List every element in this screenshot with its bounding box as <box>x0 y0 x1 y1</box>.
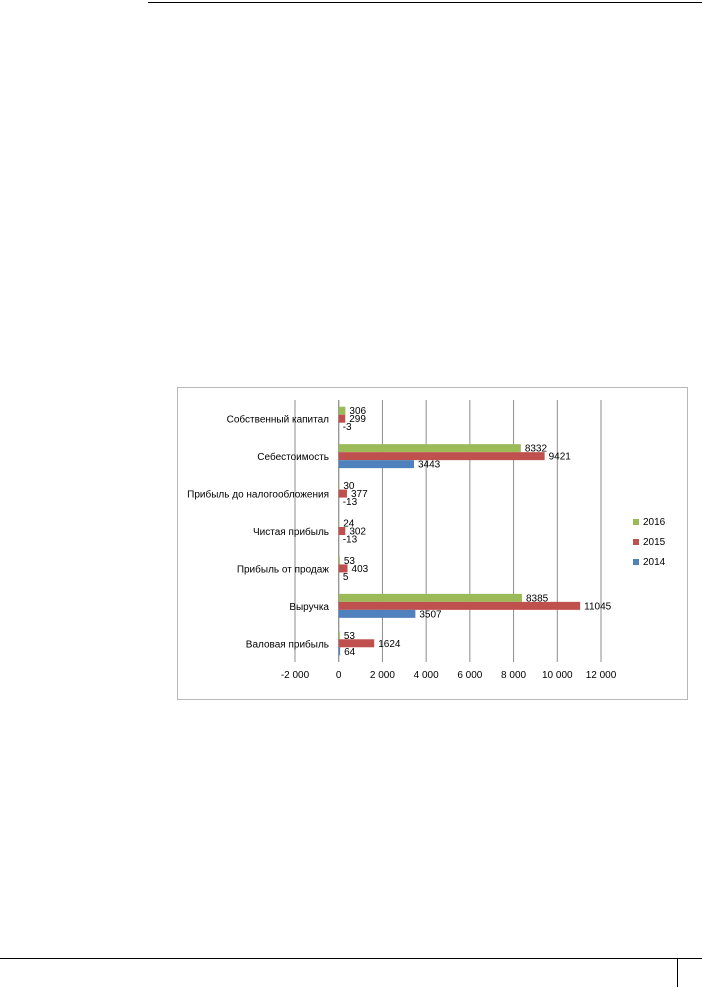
x-tick-label: 12 000 <box>586 670 617 681</box>
bar-2015 <box>338 414 346 423</box>
data-label: 302 <box>349 527 366 538</box>
bar-2015 <box>338 452 545 461</box>
category-labels: Собственный капитал Себестоимость Прибыль … <box>187 414 329 651</box>
data-label: 5 <box>343 572 349 583</box>
bar-2014 <box>338 647 341 656</box>
bar-2015 <box>338 489 347 498</box>
bar-chart: Собственный капитал Себестоимость Прибыль … <box>187 400 666 681</box>
data-label: 377 <box>351 489 368 500</box>
legend: 2016 2015 2014 <box>633 517 666 568</box>
bar-2016 <box>338 631 340 640</box>
bars <box>338 406 581 656</box>
bar-2016 <box>338 519 340 527</box>
x-tick-label: 6 000 <box>457 670 482 681</box>
data-labels: 306299-383329421344330377-1324302-135340… <box>343 406 612 658</box>
header-rule <box>148 2 702 3</box>
data-label: 53 <box>344 556 356 567</box>
chart-frame: Собственный капитал Себестоимость Прибыль … <box>177 387 688 700</box>
legend-swatch <box>633 559 639 565</box>
data-label: 64 <box>344 647 356 658</box>
data-label: 1624 <box>378 639 401 650</box>
legend-label: 2014 <box>643 557 666 568</box>
bar-2016 <box>338 556 340 565</box>
category-label: Валовая прибыль <box>246 638 329 650</box>
data-label: 8332 <box>525 444 548 455</box>
legend-label: 2015 <box>643 537 666 548</box>
data-label: 306 <box>349 406 366 417</box>
data-label: 11045 <box>584 601 612 612</box>
data-label: 53 <box>344 631 356 642</box>
bar-2016 <box>338 406 346 415</box>
category-label: Себестоимость <box>257 451 329 463</box>
page-number-box <box>677 958 702 987</box>
data-label: 299 <box>349 414 366 425</box>
data-label: 403 <box>352 564 369 575</box>
bar-2015 <box>338 639 375 648</box>
bar-2016 <box>338 444 521 453</box>
legend-swatch <box>633 539 639 545</box>
data-label: 3443 <box>418 460 441 471</box>
bar-2015 <box>338 601 581 610</box>
category-label: Прибыль от продаж <box>237 563 329 575</box>
data-label: 3507 <box>419 609 442 620</box>
data-label: 24 <box>343 519 355 530</box>
x-tick-label: 8 000 <box>501 670 526 681</box>
legend-label: 2016 <box>643 517 666 528</box>
x-tick-label: 2 000 <box>370 670 395 681</box>
category-label: Прибыль до налогообложения <box>187 489 329 501</box>
x-tick-label: 10 000 <box>542 670 573 681</box>
data-label: -13 <box>343 497 358 508</box>
data-label: -3 <box>343 422 352 433</box>
data-label: -13 <box>343 535 358 546</box>
category-label: Чистая прибыль <box>253 526 329 538</box>
category-label: Собственный капитал <box>227 414 330 426</box>
bar-2015 <box>338 527 346 535</box>
bar-2015 <box>338 564 348 573</box>
x-tick-label: 0 <box>336 670 342 681</box>
bar-2014 <box>338 460 414 469</box>
bar-2014 <box>338 609 416 618</box>
data-label: 9421 <box>549 452 572 463</box>
x-tick-label: -2 000 <box>281 670 310 681</box>
category-label: Выручка <box>289 602 329 613</box>
data-label: 8385 <box>526 593 549 604</box>
x-tick-label: 4 000 <box>414 670 439 681</box>
data-label: 30 <box>343 481 355 492</box>
bar-2016 <box>338 481 340 490</box>
bar-2016 <box>338 593 522 602</box>
x-tick-labels: -2 000 0 2 000 4 000 6 000 8 000 10 000 12 000 <box>281 670 617 681</box>
footer-rule <box>0 958 680 959</box>
legend-swatch <box>633 519 639 525</box>
